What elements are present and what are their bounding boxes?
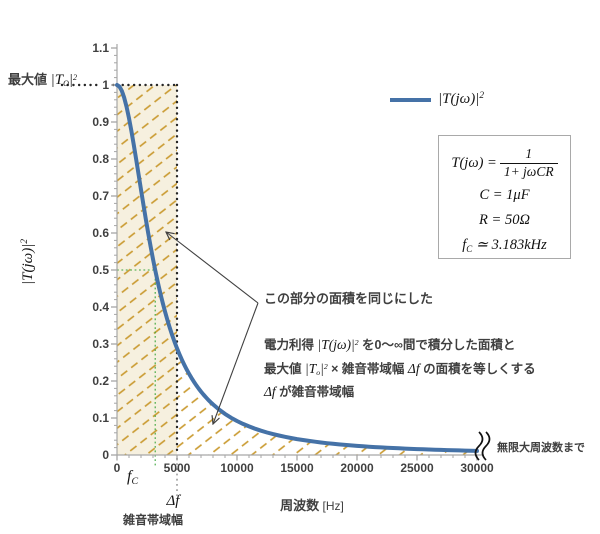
x-tick-label: 20000 <box>340 461 374 475</box>
y-tick-label: 1.1 <box>90 40 111 56</box>
x-tick-label: 25000 <box>400 461 434 475</box>
y-tick-label: 0.4 <box>90 299 111 315</box>
annotation-callout: この部分の面積を同じにした <box>264 291 434 306</box>
annotation-paragraph-line-1: 電力利得 |T(jω)|2 を0～∞間で積分した面積と <box>264 337 516 352</box>
y-tick-label: 0.3 <box>90 336 111 352</box>
response-curve <box>115 83 479 453</box>
legend-label: |T(jω)|2 <box>438 90 484 107</box>
noise-bandwidth-caption: 雑音帯域幅 <box>123 513 184 527</box>
x-tick-label: 15000 <box>280 461 314 475</box>
formula-cutoff-frequency: fC ≃ 3.183kHz <box>462 237 547 254</box>
axis-break-icon <box>481 431 491 461</box>
noise-bandwidth-delta-f-label: Δf <box>166 493 180 509</box>
x-tick-label: 10000 <box>220 461 254 475</box>
fraction: 1 1+ jωCR <box>499 146 558 181</box>
x-tick-label: 0 <box>113 461 121 475</box>
y-tick-label: 0.1 <box>90 410 111 426</box>
y-tick-label: 0.2 <box>90 373 111 389</box>
annotation-paragraph-line-2: 最大値 |To|2 × 雑音帯域幅 Δf の面積を等しくする <box>264 361 536 378</box>
callout-arrow-lower <box>213 302 259 424</box>
y-tick-label: 1 <box>100 77 111 93</box>
y-axis-title: |T(jω)|2 <box>19 239 36 285</box>
y-tick-label: 0.8 <box>90 151 111 167</box>
infinite-frequency-label: 無限大周波数まで <box>497 442 585 454</box>
y-tick-label: 0.5 <box>90 262 111 278</box>
x-tick-label: 30000 <box>460 461 494 475</box>
max-value-label: 最大値 |TO|2 <box>8 72 78 89</box>
axis-break-icon <box>474 431 484 461</box>
callout-arrow-upper <box>166 232 259 304</box>
x-axis-title: 周波数 [Hz] <box>280 498 344 513</box>
max-value-text: 最大値 <box>8 72 51 87</box>
annotation-paragraph-line-3: Δf が雑音帯域幅 <box>264 384 355 399</box>
y-tick-label: 0.9 <box>90 114 111 130</box>
y-tick-label: 0.6 <box>90 225 111 241</box>
cutoff-frequency-label: fC <box>127 468 139 487</box>
formula-box: T(jω) = 1 1+ jωCR C = 1μF R = 50Ω fC ≃ 3… <box>438 135 571 259</box>
formula-capacitance: C = 1μF <box>479 187 530 203</box>
tick-marks <box>111 47 478 461</box>
y-tick-label: 0.7 <box>90 188 111 204</box>
x-tick-label: 5000 <box>163 461 191 475</box>
formula-resistance: R = 50Ω <box>479 212 530 228</box>
formula-transfer-function: T(jω) = 1 1+ jωCR <box>451 143 558 183</box>
y-tick-label: 0 <box>100 447 111 463</box>
